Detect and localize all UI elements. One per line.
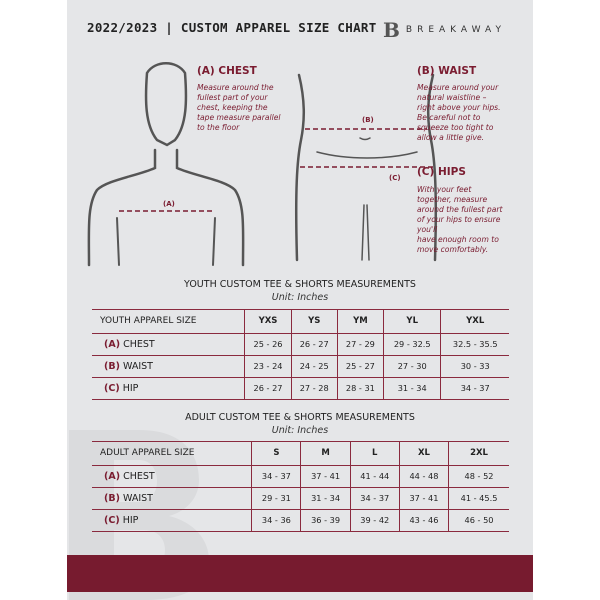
size-header: YM	[336, 309, 384, 334]
measurement-label: (C) HIP	[92, 509, 252, 532]
measurement-value: 30 - 33	[440, 355, 509, 378]
measurement-value: 26 - 27	[290, 333, 338, 356]
measurement-value: 27 - 30	[382, 355, 441, 378]
table-header-row: ADULT APPAREL SIZE S M L XL 2XL	[92, 441, 509, 466]
measurement-value: 31 - 34	[382, 377, 441, 400]
measurement-value: 25 - 26	[244, 333, 292, 356]
waist-instructions: Measure around your natural waistline – ri…	[417, 83, 501, 142]
size-header: L	[349, 441, 400, 466]
lower-body-figure	[294, 73, 438, 262]
youth-unit: Unit: Inches	[271, 292, 329, 303]
measurement-value: 48 - 52	[448, 465, 509, 488]
waist-marker: (B)	[362, 116, 374, 124]
measurement-value: 23 - 24	[244, 355, 292, 378]
hips-marker: (C)	[389, 174, 401, 182]
adult-size-table: ADULT APPAREL SIZE S M L XL 2XL (A) CHEST 34 - …	[92, 441, 509, 532]
measurement-value: 37 - 41	[300, 465, 351, 488]
size-header: YXL	[440, 309, 509, 334]
measurement-value: 41 - 45.5	[448, 487, 509, 510]
measurement-label: (B) WAIST	[92, 355, 245, 378]
size-header: XL	[398, 441, 449, 466]
size-chart-sheet: 2022/2023 | CUSTOM APPAREL SIZE CHART B …	[67, 0, 533, 600]
measurement-value: 34 - 36	[251, 509, 301, 532]
adult-table-title: ADULT CUSTOM TEE & SHORTS MEASUREMENTS	[185, 412, 415, 423]
chest-instructions: Measure around the fullest part of your ch…	[197, 83, 281, 132]
measurement-value: 34 - 37	[251, 465, 301, 488]
size-header: M	[300, 441, 351, 466]
waist-heading: (B) WAIST	[417, 65, 477, 77]
measurement-value: 46 - 50	[448, 509, 509, 532]
upper-body-figure	[87, 62, 245, 267]
measurement-value: 32.5 - 35.5	[440, 333, 509, 356]
measurement-value: 26 - 27	[244, 377, 292, 400]
table-row: (C) HIP 26 - 27 27 - 28 28 - 31 31 - 34 34 - …	[92, 377, 509, 400]
measurement-value: 44 - 48	[398, 465, 449, 488]
measurement-value: 41 - 44	[349, 465, 400, 488]
measurement-value: 34 - 37	[349, 487, 400, 510]
brand-name: BREAKAWAY	[405, 25, 506, 35]
table-row: (A) CHEST 25 - 26 26 - 27 27 - 29 29 - 32.5 3…	[92, 333, 509, 356]
size-label: YOUTH APPAREL SIZE	[92, 309, 245, 334]
measurement-value: 37 - 41	[398, 487, 449, 510]
body-figures: (A) (B) (C)	[87, 62, 438, 267]
chest-heading: (A) CHEST	[197, 65, 257, 77]
size-header: 2XL	[448, 441, 509, 466]
measurement-value: 39 - 42	[349, 509, 400, 532]
measurement-value: 31 - 34	[300, 487, 351, 510]
youth-size-table: YOUTH APPAREL SIZE YXS YS YM YL YXL (A) CHEST 2…	[92, 309, 509, 400]
measurement-value: 27 - 29	[336, 333, 384, 356]
measurement-value: 27 - 28	[290, 377, 338, 400]
size-header: YL	[382, 309, 441, 334]
size-header: YXS	[244, 309, 292, 334]
footer-band	[67, 555, 533, 592]
measurement-value: 25 - 27	[336, 355, 384, 378]
hips-heading: (C) HIPS	[417, 166, 466, 178]
measurement-label: (A) CHEST	[92, 333, 245, 356]
measurement-value: 24 - 25	[290, 355, 338, 378]
table-header-row: YOUTH APPAREL SIZE YXS YS YM YL YXL	[92, 309, 509, 334]
measurement-label: (A) CHEST	[92, 465, 252, 488]
table-row: (B) WAIST 29 - 31 31 - 34 34 - 37 37 - 41 41 …	[92, 487, 509, 510]
brand-logo: B BREAKAWAY	[383, 18, 506, 42]
measurement-value: 34 - 37	[440, 377, 509, 400]
measurement-value: 28 - 31	[336, 377, 384, 400]
measurement-value: 36 - 39	[300, 509, 351, 532]
measurement-value: 29 - 31	[251, 487, 301, 510]
size-header: S	[251, 441, 301, 466]
adult-unit: Unit: Inches	[271, 425, 329, 436]
chest-marker: (A)	[163, 200, 175, 208]
table-row: (C) HIP 34 - 36 36 - 39 39 - 42 43 - 46 46 - …	[92, 509, 509, 532]
measurement-label: (B) WAIST	[92, 487, 252, 510]
size-header: YS	[290, 309, 338, 334]
youth-table-title: YOUTH CUSTOM TEE & SHORTS MEASUREMENTS	[184, 279, 416, 290]
hips-instructions: With your feet together, measure around th…	[417, 185, 503, 254]
logo-mark: B	[383, 18, 400, 42]
measurement-value: 29 - 32.5	[382, 333, 441, 356]
size-label: ADULT APPAREL SIZE	[92, 441, 252, 466]
page-title: 2022/2023 | CUSTOM APPAREL SIZE CHART	[87, 20, 377, 35]
measurement-value: 43 - 46	[398, 509, 449, 532]
measurement-label: (C) HIP	[92, 377, 245, 400]
table-row: (A) CHEST 34 - 37 37 - 41 41 - 44 44 - 48 48 …	[92, 465, 509, 488]
table-row: (B) WAIST 23 - 24 24 - 25 25 - 27 27 - 30 30 …	[92, 355, 509, 378]
